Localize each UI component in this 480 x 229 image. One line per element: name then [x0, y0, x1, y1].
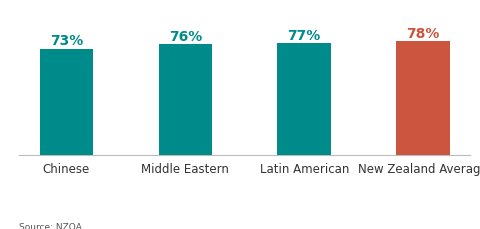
Bar: [396, 42, 450, 156]
Bar: [158, 45, 212, 156]
Text: 77%: 77%: [288, 28, 321, 42]
Text: 73%: 73%: [50, 34, 83, 48]
Text: 76%: 76%: [169, 30, 202, 44]
Bar: [40, 49, 93, 156]
Text: 78%: 78%: [407, 27, 440, 41]
Bar: [277, 44, 331, 156]
Text: Source: NZQA: Source: NZQA: [19, 222, 82, 229]
